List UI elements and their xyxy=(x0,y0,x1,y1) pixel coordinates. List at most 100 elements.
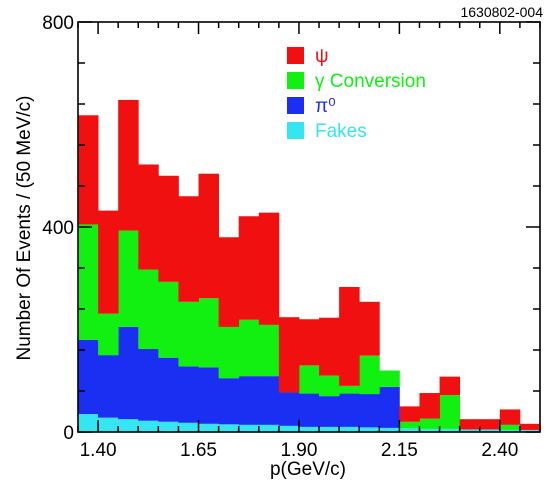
legend: ψ γ Conversion π⁰ Fakes xyxy=(287,46,426,142)
x-tick-label: 1.40 xyxy=(80,440,117,461)
bar-segment-series0-bin11 xyxy=(298,426,320,433)
bar-segment-series3-bin2 xyxy=(118,99,139,231)
bar-segment-series1-bin12 xyxy=(319,396,340,427)
bar-segment-series2-bin5 xyxy=(178,301,199,367)
bar-segment-series3-bin20 xyxy=(479,419,501,430)
legend-label: ψ xyxy=(315,46,329,67)
legend-label: γ Conversion xyxy=(315,71,426,92)
bar-segment-series3-bin18 xyxy=(439,376,461,396)
bar-segment-series3-bin10 xyxy=(278,317,300,393)
bar-segment-series2-bin18 xyxy=(439,395,461,429)
bar-segment-series1-bin6 xyxy=(198,367,220,424)
bar-segment-series0-bin9 xyxy=(258,424,280,432)
bar-segment-series1-bin2 xyxy=(118,326,139,420)
y-tick-label: 0 xyxy=(63,423,74,444)
x-axis-title: p(GeV/c) xyxy=(270,459,346,480)
bar-segment-series2-bin15 xyxy=(379,370,400,387)
bar-segment-series2-bin17 xyxy=(419,418,440,429)
bar-segment-series0-bin19 xyxy=(459,429,481,432)
axis-ticks xyxy=(77,21,541,433)
bar-segment-series3-bin19 xyxy=(459,419,481,430)
bar-segment-series0-bin22 xyxy=(519,429,541,432)
bar-segment-series3-bin11 xyxy=(298,319,320,366)
bar-segment-series0-bin18 xyxy=(439,428,461,432)
bar-segment-series2-bin1 xyxy=(98,313,119,356)
bar-segment-series1-bin10 xyxy=(278,392,300,426)
bar-segment-series2-bin12 xyxy=(319,375,340,397)
bar-segment-series1-bin9 xyxy=(258,376,280,425)
bar-segment-series3-bin1 xyxy=(98,210,119,314)
bar-segment-series0-bin12 xyxy=(319,426,340,433)
bar-segment-series2-bin4 xyxy=(158,281,179,358)
bar-segment-series2-bin9 xyxy=(258,324,280,377)
legend-label: π⁰ xyxy=(315,96,336,117)
bar-segment-series0-bin13 xyxy=(339,426,360,433)
bar-segment-series1-bin4 xyxy=(158,357,179,422)
bar-segment-series0-bin6 xyxy=(198,423,220,432)
bar-segment-series0-bin3 xyxy=(138,420,159,432)
bar-segment-series2-bin6 xyxy=(198,298,220,368)
y-tick-label: 400 xyxy=(42,218,74,239)
bar-segment-series1-bin11 xyxy=(298,393,320,427)
bar-segment-series1-bin13 xyxy=(339,393,360,427)
bar-segment-series1-bin1 xyxy=(98,355,119,418)
figure-id: 1630802-004 xyxy=(460,4,543,20)
bar-segment-series3-bin7 xyxy=(218,237,240,327)
bar-segment-series0-bin1 xyxy=(98,417,119,432)
bar-segment-series3-bin3 xyxy=(138,164,159,270)
bar-segment-series0-bin14 xyxy=(359,427,380,432)
bar-segment-series0-bin5 xyxy=(178,422,199,432)
bar-segment-series0-bin2 xyxy=(118,419,139,432)
bar-segment-series0-bin16 xyxy=(399,428,420,432)
bar-segment-series0-bin21 xyxy=(499,429,521,432)
bar-segment-series3-bin12 xyxy=(319,317,340,376)
x-tick-label: 2.40 xyxy=(481,440,518,461)
bar-segment-series3-bin8 xyxy=(238,216,260,320)
bar-segment-series2-bin16 xyxy=(399,421,420,429)
bar-segment-series3-bin4 xyxy=(158,175,179,282)
legend-swatch xyxy=(287,97,304,114)
bar-segment-series1-bin15 xyxy=(379,386,400,428)
bar-segment-series3-bin22 xyxy=(519,423,541,430)
bar-segment-series3-bin5 xyxy=(178,196,199,302)
bar-segment-series0-bin20 xyxy=(479,429,501,432)
bar-segment-series3-bin14 xyxy=(359,301,380,356)
bar-segment-series1-bin14 xyxy=(359,394,380,428)
bar-segment-series3-bin21 xyxy=(499,409,521,425)
legend-swatch xyxy=(287,122,304,139)
bar-segment-series2-bin2 xyxy=(118,230,139,327)
bar-segment-series3-bin17 xyxy=(419,393,440,419)
bar-segment-series2-bin3 xyxy=(138,269,159,349)
legend-label: Fakes xyxy=(315,121,367,142)
bar-segment-series2-bin14 xyxy=(359,355,380,395)
bar-segment-series2-bin0 xyxy=(78,224,99,340)
x-tick-label: 2.15 xyxy=(381,440,418,461)
bar-segment-series1-bin7 xyxy=(218,378,240,425)
x-tick-label: 1.90 xyxy=(280,440,317,461)
bar-segment-series0-bin10 xyxy=(278,425,300,432)
bar-segment-series0-bin8 xyxy=(238,424,260,432)
tick-labels: 1.40 1.65 1.90 2.15 2.40 0 400 800 xyxy=(42,13,518,461)
bar-segment-series1-bin0 xyxy=(78,339,99,415)
bar-segment-series2-bin11 xyxy=(298,365,320,394)
bar-segment-series3-bin6 xyxy=(198,173,220,299)
bar-segment-series2-bin8 xyxy=(238,319,260,377)
bar-segment-series1-bin3 xyxy=(138,348,159,421)
bar-segment-series0-bin4 xyxy=(158,421,179,432)
legend-swatch xyxy=(287,72,304,89)
bar-segment-series1-bin5 xyxy=(178,366,199,423)
bar-segment-series0-bin15 xyxy=(379,427,400,432)
y-axis-title: Number Of Events / (50 MeV/c) xyxy=(14,95,35,360)
bar-segment-series2-bin7 xyxy=(218,326,240,379)
bar-segment-series1-bin8 xyxy=(238,376,260,425)
legend-swatch xyxy=(287,47,304,64)
bar-segment-series3-bin13 xyxy=(339,286,360,386)
bar-segment-series3-bin9 xyxy=(258,212,280,325)
bar-segment-series2-bin21 xyxy=(499,424,521,430)
bar-segment-series3-bin16 xyxy=(399,406,420,422)
stacked-bars xyxy=(78,99,541,433)
bar-segment-series3-bin0 xyxy=(78,115,99,225)
bar-segment-series2-bin13 xyxy=(339,385,360,394)
bar-segment-series0-bin17 xyxy=(419,428,440,432)
